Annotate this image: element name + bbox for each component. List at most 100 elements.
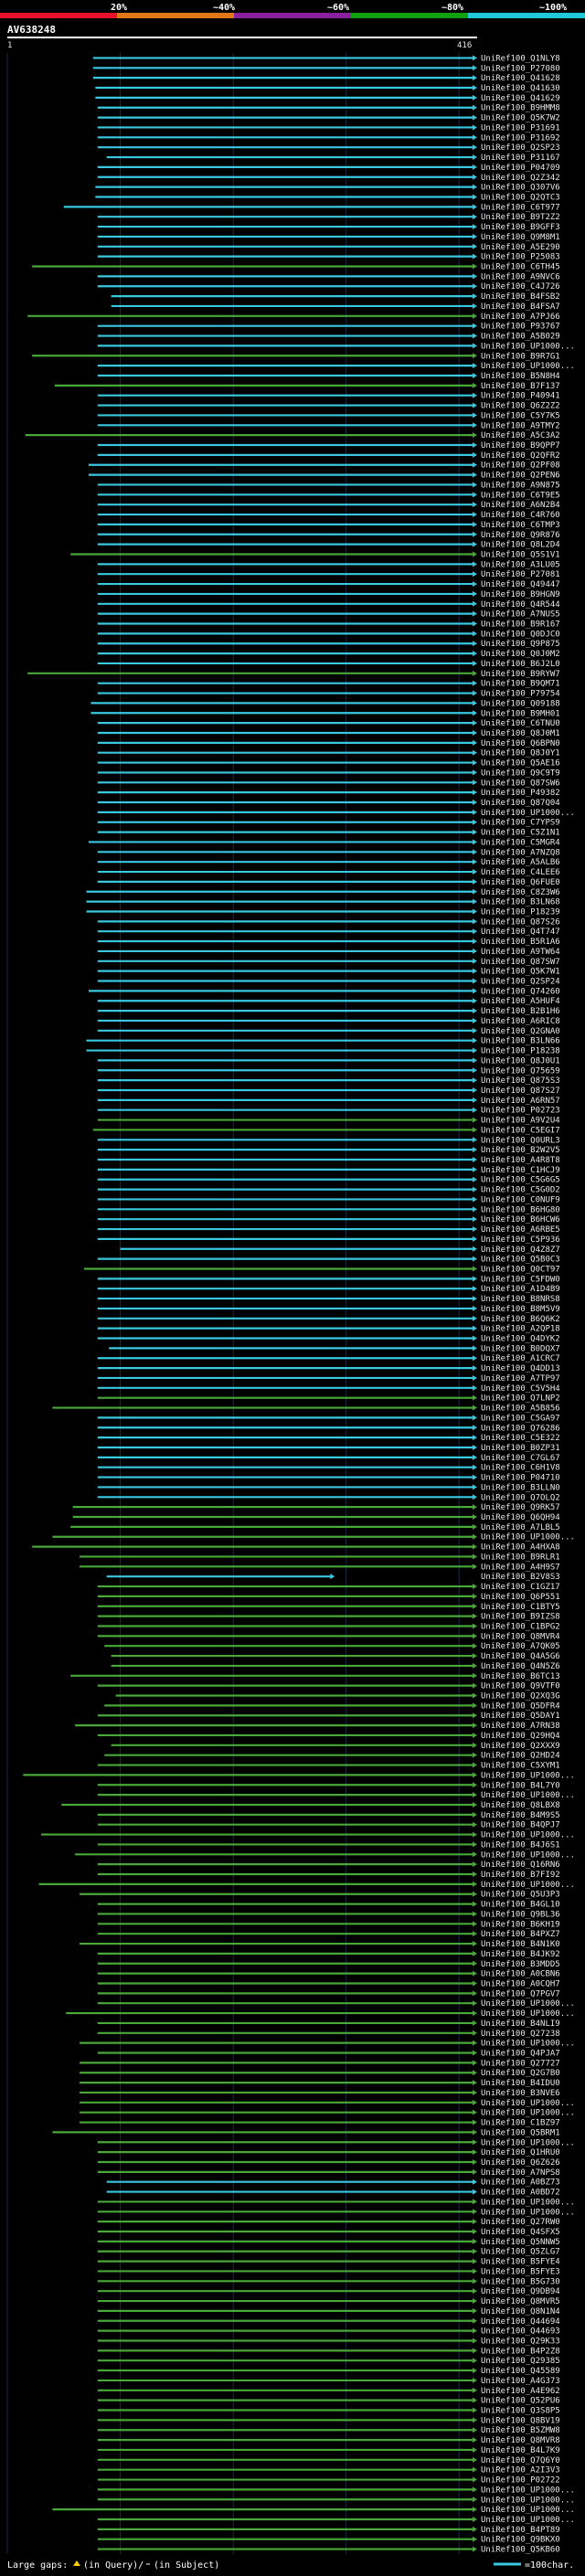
hit-label[interactable]: UniRef100_Q9BKX0 bbox=[481, 2536, 560, 2545]
hit-label[interactable]: UniRef100_UP1000... bbox=[481, 2208, 575, 2217]
hit-label[interactable]: UniRef100_C5G0D2 bbox=[481, 1186, 560, 1195]
hit-label[interactable]: UniRef100_B7FI92 bbox=[481, 1871, 560, 1880]
hit-label[interactable]: UniRef100_A5E290 bbox=[481, 243, 560, 252]
hit-label[interactable]: UniRef100_Q9DB94 bbox=[481, 2287, 560, 2296]
hit-label[interactable]: UniRef100_B6HG80 bbox=[481, 1205, 560, 1214]
hit-label[interactable]: UniRef100_Q875S3 bbox=[481, 1076, 560, 1086]
hit-label[interactable]: UniRef100_P79754 bbox=[481, 690, 560, 699]
hit-label[interactable]: UniRef100_Q7OLQ2 bbox=[481, 1493, 560, 1502]
hit-label[interactable]: UniRef100_B4GL10 bbox=[481, 1901, 560, 1910]
hit-label[interactable]: UniRef100_Q6P551 bbox=[481, 1593, 560, 1602]
hit-label[interactable]: UniRef100_P40941 bbox=[481, 392, 560, 401]
hit-label[interactable]: UniRef100_A6N2B4 bbox=[481, 501, 560, 510]
hit-label[interactable]: UniRef100_Q2SP24 bbox=[481, 978, 560, 987]
hit-label[interactable]: UniRef100_B4N1K0 bbox=[481, 1940, 560, 1949]
hit-label[interactable]: UniRef100_C6H1V8 bbox=[481, 1464, 560, 1473]
hit-label[interactable]: UniRef100_C5MGR4 bbox=[481, 838, 560, 847]
hit-label[interactable]: UniRef100_C7GL67 bbox=[481, 1454, 560, 1463]
hit-label[interactable]: UniRef100_A7NZQ8 bbox=[481, 848, 560, 857]
hit-label[interactable]: UniRef100_B5R1A6 bbox=[481, 938, 560, 947]
hit-label[interactable]: UniRef100_UP1000... bbox=[481, 2486, 575, 2495]
hit-label[interactable]: UniRef100_Q2Z342 bbox=[481, 174, 560, 183]
hit-label[interactable]: UniRef100_Q5K7W1 bbox=[481, 968, 560, 977]
hit-label[interactable]: UniRef100_B4JK92 bbox=[481, 1950, 560, 1959]
hit-label[interactable]: UniRef100_C7YPS9 bbox=[481, 819, 560, 828]
hit-label[interactable]: UniRef100_Q6QH94 bbox=[481, 1513, 560, 1522]
hit-label[interactable]: UniRef100_UP1000... bbox=[481, 1881, 575, 1890]
hit-label[interactable]: UniRef100_Q5AE16 bbox=[481, 759, 560, 769]
hit-label[interactable]: UniRef100_Q1NLY8 bbox=[481, 54, 560, 63]
hit-label[interactable]: UniRef100_A4H9S7 bbox=[481, 1563, 560, 1572]
hit-label[interactable]: UniRef100_Q4PJA7 bbox=[481, 2050, 560, 2059]
hit-label[interactable]: UniRef100_C6T977 bbox=[481, 203, 560, 212]
hit-label[interactable]: UniRef100_Q9RK57 bbox=[481, 1503, 560, 1512]
hit-label[interactable]: UniRef100_Q74260 bbox=[481, 987, 560, 996]
hit-label[interactable]: UniRef100_B4NLI9 bbox=[481, 2019, 560, 2029]
hit-label[interactable]: UniRef100_Q8LBX8 bbox=[481, 1801, 560, 1810]
hit-label[interactable]: UniRef100_B4PXZ7 bbox=[481, 1930, 560, 1939]
hit-label[interactable]: UniRef100_Q7PGV7 bbox=[481, 1989, 560, 1998]
hit-label[interactable]: UniRef100_UP1000... bbox=[481, 2099, 575, 2108]
hit-label[interactable]: UniRef100_Q4R544 bbox=[481, 600, 560, 610]
hit-label[interactable]: UniRef100_C5EGI7 bbox=[481, 1126, 560, 1135]
hit-label[interactable]: UniRef100_Q5K7W2 bbox=[481, 114, 560, 123]
hit-label[interactable]: UniRef100_B9T2Z2 bbox=[481, 213, 560, 222]
hit-label[interactable]: UniRef100_A3LU05 bbox=[481, 560, 560, 569]
hit-label[interactable]: UniRef100_Q41629 bbox=[481, 94, 560, 103]
hit-label[interactable]: UniRef100_P04709 bbox=[481, 164, 560, 173]
hit-label[interactable]: UniRef100_Q8J0Y1 bbox=[481, 749, 560, 758]
hit-label[interactable]: UniRef100_P04710 bbox=[481, 1474, 560, 1483]
hit-label[interactable]: UniRef100_C1BTY5 bbox=[481, 1603, 560, 1612]
hit-label[interactable]: UniRef100_B2W2V5 bbox=[481, 1146, 560, 1155]
hit-label[interactable]: UniRef100_A9TMY2 bbox=[481, 421, 560, 430]
hit-label[interactable]: UniRef100_Q27238 bbox=[481, 2030, 560, 2039]
hit-label[interactable]: UniRef100_C6TNU0 bbox=[481, 719, 560, 728]
hit-label[interactable]: UniRef100_Q9R876 bbox=[481, 531, 560, 540]
hit-label[interactable]: UniRef100_B6KH19 bbox=[481, 1920, 560, 1929]
hit-label[interactable]: UniRef100_UP1000... bbox=[481, 2506, 575, 2515]
hit-label[interactable]: UniRef100_Q6Z2Z2 bbox=[481, 402, 560, 411]
hit-label[interactable]: UniRef100_P18238 bbox=[481, 1047, 560, 1056]
hit-label[interactable]: UniRef100_B4J6S1 bbox=[481, 1840, 560, 1850]
hit-label[interactable]: UniRef100_C5V5H4 bbox=[481, 1384, 560, 1394]
hit-label[interactable]: UniRef100_A9N875 bbox=[481, 481, 560, 490]
hit-label[interactable]: UniRef100_A0BD72 bbox=[481, 2189, 560, 2198]
hit-label[interactable]: UniRef100_B9QM71 bbox=[481, 680, 560, 689]
hit-label[interactable]: UniRef100_Q09188 bbox=[481, 699, 560, 708]
hit-label[interactable]: UniRef100_C5G6G5 bbox=[481, 1176, 560, 1185]
hit-label[interactable]: UniRef100_Q0J0M2 bbox=[481, 650, 560, 659]
hit-label[interactable]: UniRef100_B9GFF3 bbox=[481, 223, 560, 232]
hit-label[interactable]: UniRef100_Q16RN6 bbox=[481, 1860, 560, 1870]
hit-label[interactable]: UniRef100_UP1000... bbox=[481, 1850, 575, 1860]
hit-label[interactable]: UniRef100_B9R7G1 bbox=[481, 352, 560, 361]
hit-label[interactable]: UniRef100_B4IDU0 bbox=[481, 2079, 560, 2088]
hit-label[interactable]: UniRef100_A4G373 bbox=[481, 2377, 560, 2386]
hit-label[interactable]: UniRef100_B8NRS8 bbox=[481, 1295, 560, 1304]
hit-label[interactable]: UniRef100_A7NUS5 bbox=[481, 610, 560, 620]
hit-label[interactable]: UniRef100_A9NVC6 bbox=[481, 272, 560, 281]
hit-label[interactable]: UniRef100_Q9P875 bbox=[481, 640, 560, 649]
hit-label[interactable]: UniRef100_Q2PEN6 bbox=[481, 472, 560, 481]
hit-label[interactable]: UniRef100_Q41628 bbox=[481, 74, 560, 83]
hit-label[interactable]: UniRef100_C5Y7K5 bbox=[481, 411, 560, 420]
hit-label[interactable]: UniRef100_UP1000... bbox=[481, 2109, 575, 2118]
hit-label[interactable]: UniRef100_Q45589 bbox=[481, 2367, 560, 2376]
hit-label[interactable]: UniRef100_A5HUF4 bbox=[481, 997, 560, 1006]
hit-label[interactable]: UniRef100_B6Q6K2 bbox=[481, 1315, 560, 1324]
hit-label[interactable]: UniRef100_A0CQH7 bbox=[481, 1979, 560, 1988]
hit-label[interactable]: UniRef100_A6RIC8 bbox=[481, 1017, 560, 1026]
hit-label[interactable]: UniRef100_UP1000... bbox=[481, 1791, 575, 1800]
hit-label[interactable]: UniRef100_Q2PF08 bbox=[481, 461, 560, 471]
hit-label[interactable]: UniRef100_Q5S1V1 bbox=[481, 550, 560, 559]
hit-label[interactable]: UniRef100_C1BPG2 bbox=[481, 1622, 560, 1631]
hit-label[interactable]: UniRef100_Q4T747 bbox=[481, 928, 560, 937]
hit-label[interactable]: UniRef100_C5Z1N1 bbox=[481, 829, 560, 838]
hit-label[interactable]: UniRef100_Q4N5Z6 bbox=[481, 1662, 560, 1671]
hit-label[interactable]: UniRef100_C5E322 bbox=[481, 1434, 560, 1443]
hit-label[interactable]: UniRef100_Q0URL3 bbox=[481, 1136, 560, 1145]
hit-label[interactable]: UniRef100_C1BZ97 bbox=[481, 2119, 560, 2128]
hit-label[interactable]: UniRef100_Q0DJC0 bbox=[481, 630, 560, 639]
hit-label[interactable]: UniRef100_Q87Q04 bbox=[481, 799, 560, 808]
hit-label[interactable]: UniRef100_A5ALB6 bbox=[481, 858, 560, 867]
hit-label[interactable]: UniRef100_B9IZS8 bbox=[481, 1613, 560, 1622]
